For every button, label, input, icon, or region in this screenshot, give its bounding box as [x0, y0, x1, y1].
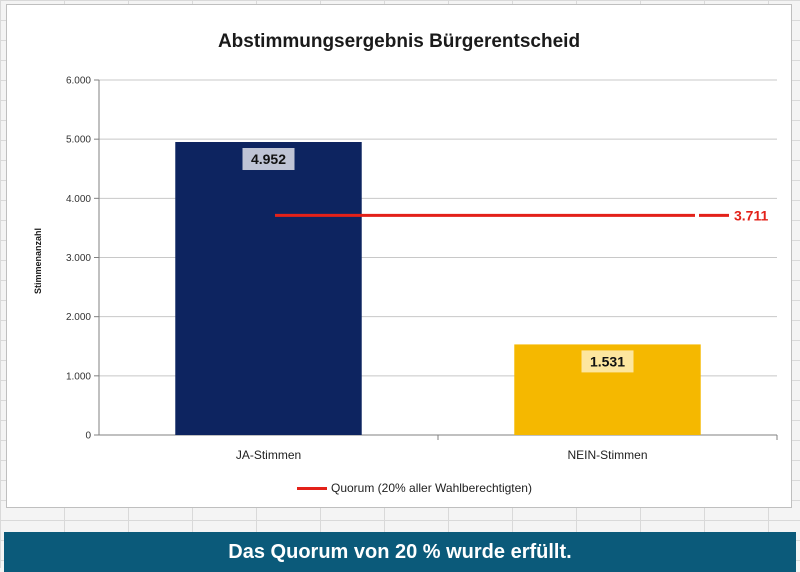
- quorum-label: 3.711: [734, 207, 768, 223]
- result-text: Das Quorum von 20 % wurde erfüllt.: [228, 540, 572, 563]
- y-tick-label: 2.000: [66, 312, 91, 323]
- legend: Quorum (20% aller Wahlberechtigten): [297, 479, 532, 497]
- y-tick-label: 1.000: [66, 371, 91, 382]
- y-tick-label: 3.000: [66, 253, 91, 264]
- data-label-box: [581, 350, 634, 373]
- legend-swatch-quorum: [297, 486, 327, 490]
- data-label: 1.531: [590, 353, 625, 369]
- data-label-box: [242, 148, 295, 171]
- y-tick-label: 0: [85, 431, 91, 442]
- legend-label-quorum: Quorum (20% aller Wahlberechtigten): [331, 481, 532, 495]
- chart-area[interactable]: Abstimmungsergebnis Bürgerentscheid Stim…: [6, 4, 792, 508]
- result-banner: Das Quorum von 20 % wurde erfüllt.: [4, 532, 796, 572]
- y-tick-label: 6.000: [66, 76, 91, 87]
- chart-title: Abstimmungsergebnis Bürgerentscheid: [217, 31, 581, 52]
- bar-ja-stimmen: [175, 142, 362, 436]
- y-tick-label: 5.000: [66, 135, 91, 146]
- y-tick-label: 4.000: [66, 194, 91, 205]
- plot-area: 0 1.000 2.000 3.000 4.000 5.000 6.000 4.952 JA-S…: [66, 76, 778, 462]
- x-tick-label: JA-Stimmen: [236, 448, 301, 462]
- x-tick-label: NEIN-Stimmen: [567, 448, 647, 462]
- data-label: 4.952: [251, 151, 286, 167]
